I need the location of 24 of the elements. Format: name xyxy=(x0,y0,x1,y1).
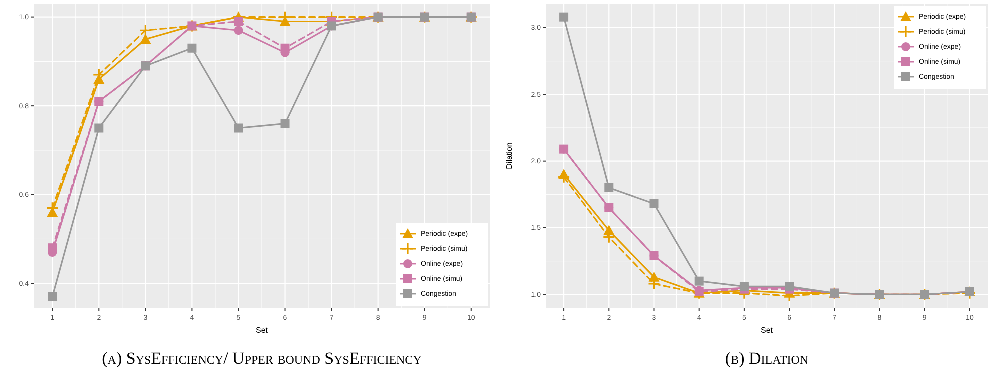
point xyxy=(280,44,290,53)
point xyxy=(48,292,58,302)
y-axis-title: Dilation xyxy=(505,142,514,170)
point xyxy=(560,12,569,22)
point xyxy=(650,200,659,208)
point xyxy=(188,44,197,53)
point xyxy=(139,24,152,37)
point xyxy=(140,34,152,44)
text: (b) Dilation xyxy=(725,349,809,368)
point xyxy=(234,124,244,133)
point xyxy=(48,244,58,253)
point xyxy=(650,252,659,260)
point xyxy=(560,144,569,154)
point xyxy=(604,204,614,212)
point xyxy=(234,26,244,36)
x-axis-title: Set xyxy=(256,326,269,335)
point xyxy=(604,184,614,192)
point xyxy=(694,276,704,286)
x-axis-title: Set xyxy=(760,326,774,335)
text: (a) SysEfficiency/ Upper bound SysEfficiency xyxy=(102,349,422,368)
point xyxy=(234,17,244,26)
point xyxy=(94,97,104,106)
point xyxy=(94,124,104,133)
point xyxy=(280,119,290,128)
